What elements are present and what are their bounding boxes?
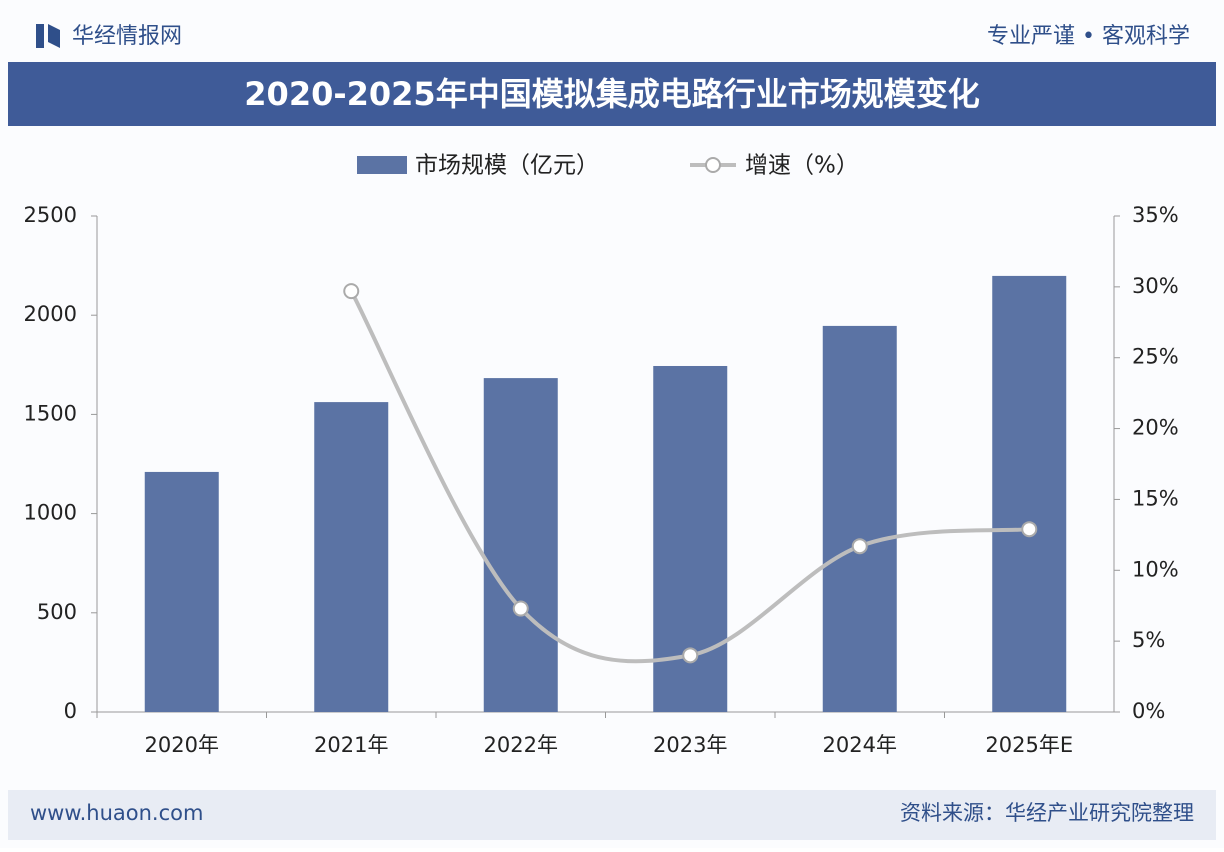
bar xyxy=(483,378,558,712)
legend-label: 增速（%） xyxy=(745,153,859,179)
bar xyxy=(992,275,1067,712)
line-point xyxy=(851,538,868,555)
logo xyxy=(36,24,44,48)
website: www.huaon.com xyxy=(30,801,203,825)
y-tick-label: 500 xyxy=(37,600,77,624)
line-point xyxy=(343,283,360,300)
brand: 华经情报网 xyxy=(72,24,182,49)
bar xyxy=(822,325,897,712)
x-tick-label: 2023年 xyxy=(653,733,727,757)
y-tick-label: 2000 xyxy=(24,302,77,326)
y2-tick-label: 20% xyxy=(1132,416,1179,440)
y2-tick-label: 35% xyxy=(1132,203,1179,227)
logo xyxy=(48,24,60,48)
line-point xyxy=(682,647,699,664)
y-tick-label: 1500 xyxy=(24,401,77,425)
source: 资料来源：华经产业研究院整理 xyxy=(900,801,1194,825)
y2-tick-label: 15% xyxy=(1132,486,1179,510)
y2-tick-label: 10% xyxy=(1132,557,1179,581)
bar xyxy=(144,471,219,712)
x-tick-label: 2025年E xyxy=(985,733,1073,757)
slogan: 专业严谨 • 客观科学 xyxy=(987,24,1190,49)
line xyxy=(349,290,1030,664)
x-tick-label: 2021年 xyxy=(314,733,388,757)
legend-label: 市场规模（亿元） xyxy=(415,153,599,179)
y-tick-label: 1000 xyxy=(24,501,77,525)
x-tick-label: 2024年 xyxy=(823,733,897,757)
x-tick-label: 2020年 xyxy=(145,733,219,757)
y2-tick-label: 0% xyxy=(1132,699,1165,723)
y2-tick-label: 5% xyxy=(1132,628,1165,652)
y-tick-label: 2500 xyxy=(24,203,77,227)
bar xyxy=(314,402,389,712)
line-point xyxy=(512,600,529,617)
x-tick-label: 2022年 xyxy=(484,733,558,757)
legend-swatch xyxy=(357,156,407,174)
legend-swatch xyxy=(705,157,721,173)
line-point xyxy=(1021,521,1038,538)
title-band xyxy=(8,62,1216,126)
y-tick-label: 0 xyxy=(64,699,77,723)
y2-tick-label: 30% xyxy=(1132,274,1179,298)
y2-tick-label: 25% xyxy=(1132,345,1179,369)
chart-title: 2020-2025年中国模拟集成电路行业市场规模变化 xyxy=(244,75,979,113)
footer-band xyxy=(8,790,1216,840)
